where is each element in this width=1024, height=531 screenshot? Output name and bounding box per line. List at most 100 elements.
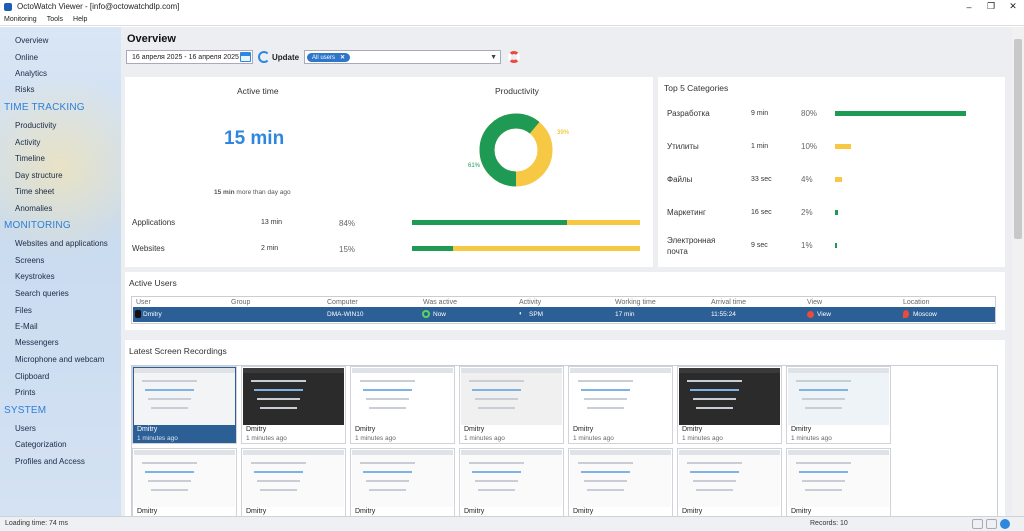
menu-tools[interactable]: Tools: [46, 15, 64, 23]
col-arrival-time[interactable]: Arrival time: [711, 299, 747, 306]
col-location[interactable]: Location: [903, 299, 930, 306]
recording-thumbnail[interactable]: Dmitry: [241, 448, 346, 516]
preview-line: [584, 398, 627, 400]
recording-thumbnail[interactable]: Dmitry: [350, 448, 455, 516]
menu-help[interactable]: Help: [73, 15, 88, 23]
recording-thumbnail[interactable]: Dmitry 1 minutes ago: [786, 366, 891, 444]
screenshot-preview[interactable]: [570, 368, 671, 425]
user-filter-select[interactable]: All users ✕ ▼: [304, 50, 501, 64]
col-was-active[interactable]: Was active: [423, 299, 457, 306]
preview-line: [478, 407, 515, 409]
sidebar-item-analytics[interactable]: Analytics: [15, 69, 48, 78]
col-group[interactable]: Group: [231, 299, 251, 306]
sidebar-item-anomalies[interactable]: Anomalies: [15, 204, 53, 213]
sidebar-item-online[interactable]: Online: [15, 53, 39, 62]
preview-line: [581, 389, 630, 391]
category-name: Разработка: [667, 109, 710, 118]
usage-name-websites: Websites: [132, 244, 165, 253]
recording-thumbnail[interactable]: Dmitry: [132, 448, 237, 516]
cell-view-link[interactable]: View: [817, 311, 831, 318]
sidebar-item-profiles-access[interactable]: Profiles and Access: [15, 457, 85, 466]
screenshot-preview[interactable]: [788, 368, 889, 425]
menu-monitoring[interactable]: Monitoring: [4, 15, 37, 23]
col-working-time[interactable]: Working time: [615, 299, 656, 306]
screenshot-preview[interactable]: [679, 368, 780, 425]
preview-line: [360, 462, 415, 464]
sidebar-item-keystrokes[interactable]: Keystrokes: [15, 272, 55, 281]
screenshot-preview[interactable]: [461, 450, 562, 507]
user-chip[interactable]: All users ✕: [307, 53, 351, 62]
sidebar-item-productivity[interactable]: Productivity: [15, 121, 57, 130]
preview-toolbar: [134, 450, 235, 455]
sidebar-item-microphone-webcam[interactable]: Microphone and webcam: [15, 355, 105, 364]
sidebar-item-time-sheet[interactable]: Time sheet: [15, 187, 55, 196]
recording-time-ago: 1 minutes ago: [355, 435, 396, 442]
screenshot-preview[interactable]: [243, 450, 344, 507]
recording-thumbnail[interactable]: Dmitry 1 minutes ago: [677, 366, 782, 444]
screenshot-preview[interactable]: [788, 450, 889, 507]
sidebar-item-risks[interactable]: Risks: [15, 85, 35, 94]
date-range-field[interactable]: 16 апреля 2025 - 16 апреля 2025: [126, 50, 253, 64]
preview-line: [145, 389, 194, 391]
recording-thumbnail[interactable]: Dmitry 1 minutes ago: [241, 366, 346, 444]
restore-icon[interactable]: ❐: [986, 1, 996, 11]
screenshot-preview[interactable]: [461, 368, 562, 425]
location-pin-icon: [903, 310, 909, 318]
sidebar-item-activity[interactable]: Activity: [15, 138, 41, 147]
col-user[interactable]: User: [136, 299, 151, 306]
play-icon[interactable]: [807, 311, 814, 318]
sidebar-item-day-structure[interactable]: Day structure: [15, 171, 63, 180]
sidebar-item-search-queries[interactable]: Search queries: [15, 289, 69, 298]
sidebar-item-messengers[interactable]: Messengers: [15, 338, 59, 347]
screenshot-preview[interactable]: [134, 368, 235, 425]
chevron-down-icon[interactable]: ▼: [490, 54, 497, 61]
screenshot-preview[interactable]: [134, 450, 235, 507]
vertical-scrollbar[interactable]: [1012, 27, 1024, 516]
usage-time-websites: 2 min: [261, 245, 279, 252]
usage-bar-applications-fill: [412, 220, 568, 225]
category-name: Маркетинг: [667, 208, 706, 217]
sidebar-item-websites-apps[interactable]: Websites and applications: [15, 239, 108, 248]
close-icon[interactable]: ✕: [1009, 1, 1017, 11]
screenshot-preview[interactable]: [352, 450, 453, 507]
col-view[interactable]: View: [807, 299, 823, 306]
help-icon[interactable]: [1000, 519, 1010, 529]
recording-thumbnail[interactable]: Dmitry: [568, 448, 673, 516]
recording-thumbnail[interactable]: Dmitry 1 minutes ago: [132, 366, 237, 444]
sidebar-item-files[interactable]: Files: [15, 306, 32, 315]
calendar-icon[interactable]: [240, 52, 251, 62]
sidebar-item-email[interactable]: E-Mail: [15, 322, 38, 331]
screenshot-preview[interactable]: [570, 450, 671, 507]
table-row[interactable]: Dmitry DMA-WIN10 Now ◐ SPM 17 min 11:55:…: [133, 307, 995, 322]
screenshot-preview[interactable]: [679, 450, 780, 507]
sidebar-item-prints[interactable]: Prints: [15, 388, 36, 397]
sidebar-item-timeline[interactable]: Timeline: [15, 154, 45, 163]
support-lifebuoy-icon[interactable]: [508, 51, 520, 63]
sidebar-item-users[interactable]: Users: [15, 424, 36, 433]
prev-page-icon[interactable]: [972, 519, 983, 529]
col-computer[interactable]: Computer: [327, 299, 358, 306]
recordings-title: Latest Screen Recordings: [129, 346, 227, 356]
next-page-icon[interactable]: [986, 519, 997, 529]
recording-thumbnail[interactable]: Dmitry 1 minutes ago: [459, 366, 564, 444]
recording-thumbnail[interactable]: Dmitry 1 minutes ago: [350, 366, 455, 444]
sidebar-item-categorization[interactable]: Categorization: [15, 440, 67, 449]
chip-remove-icon[interactable]: ✕: [340, 55, 346, 61]
col-activity[interactable]: Activity: [519, 299, 542, 306]
update-button[interactable]: Update: [272, 53, 300, 62]
minimize-icon[interactable]: –: [966, 1, 972, 12]
preview-line: [472, 389, 521, 391]
donut-productive-label: 61%: [468, 163, 481, 169]
recording-thumbnail[interactable]: Dmitry: [459, 448, 564, 516]
preview-line: [696, 407, 733, 409]
sidebar-item-screens[interactable]: Screens: [15, 256, 45, 265]
screenshot-preview[interactable]: [352, 368, 453, 425]
sidebar-item-overview[interactable]: Overview: [15, 36, 49, 45]
scrollbar-thumb[interactable]: [1014, 39, 1022, 239]
sidebar-item-clipboard[interactable]: Clipboard: [15, 372, 50, 381]
recording-thumbnail[interactable]: Dmitry: [677, 448, 782, 516]
screenshot-preview[interactable]: [243, 368, 344, 425]
recording-thumbnail[interactable]: Dmitry: [786, 448, 891, 516]
refresh-icon[interactable]: [258, 51, 270, 63]
recording-thumbnail[interactable]: Dmitry 1 minutes ago: [568, 366, 673, 444]
